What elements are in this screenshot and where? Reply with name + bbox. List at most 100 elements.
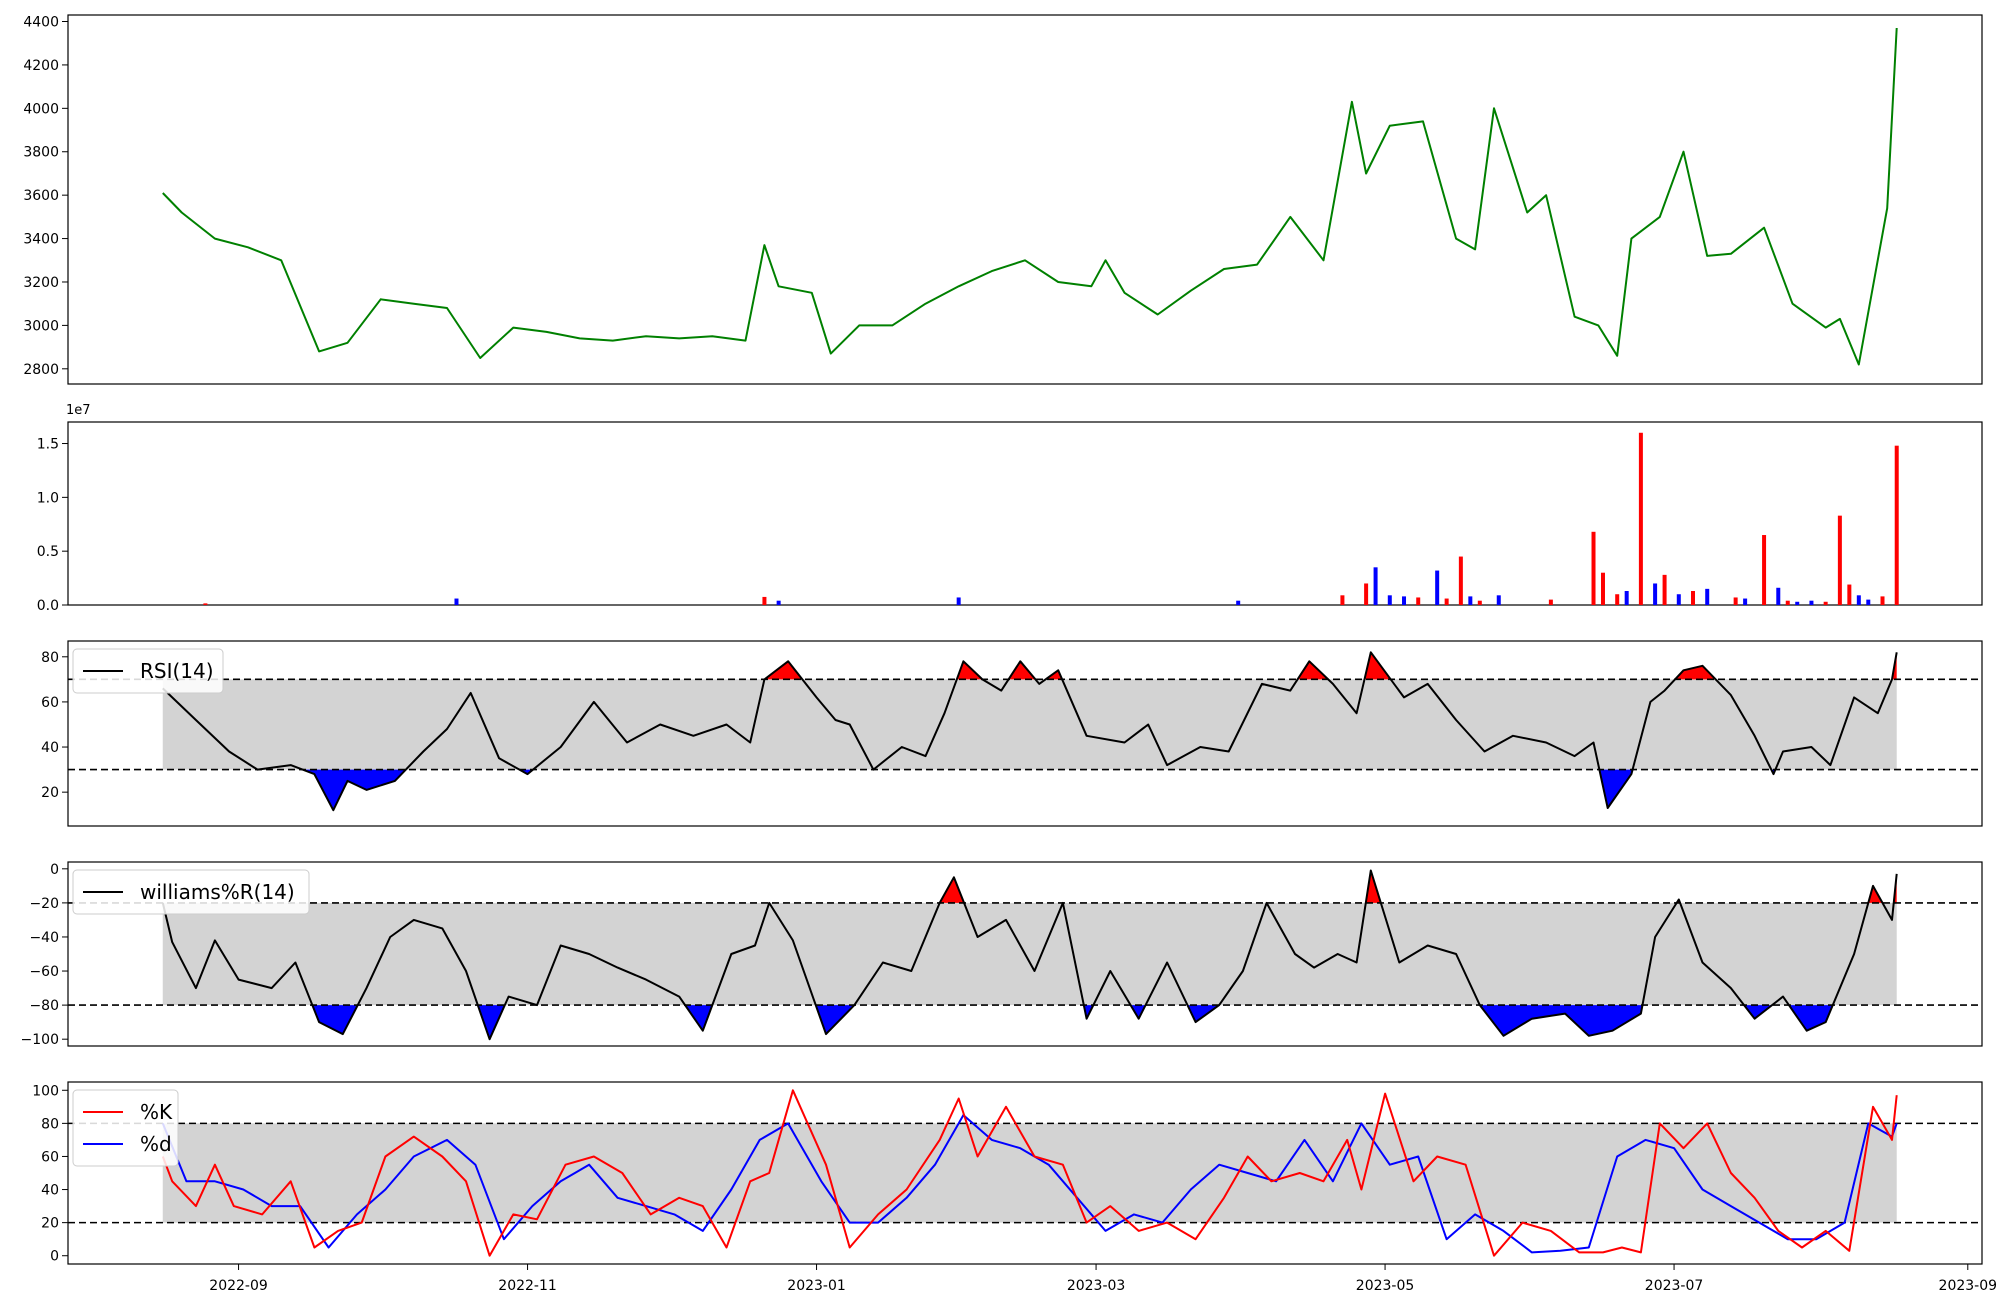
volume-bar <box>1866 599 1871 605</box>
x-tick-label: 2022-11 <box>498 1278 557 1294</box>
volume-bar <box>1676 594 1681 605</box>
y-tick-label: 3200 <box>23 275 59 291</box>
y-tick-label: 20 <box>41 785 59 801</box>
volume-bar <box>1496 595 1501 605</box>
y-tick-label: 0.0 <box>37 598 59 614</box>
legend-label: RSI(14) <box>140 659 214 683</box>
x-tick-label: 2023-09 <box>1939 1278 1998 1294</box>
price-plot-frame <box>67 14 1983 385</box>
volume-bar <box>203 603 208 605</box>
williams-oversold-fill <box>1187 1005 1220 1023</box>
x-tick-label: 2023-05 <box>1356 1278 1415 1294</box>
legend: RSI(14) <box>72 648 224 694</box>
rsi-line <box>162 651 1898 812</box>
y-tick-label: −80 <box>29 998 59 1014</box>
y-tick-label: −20 <box>29 896 59 912</box>
x-tick-label: 2023-03 <box>1067 1278 1126 1294</box>
x-tick-label: 2023-01 <box>787 1278 846 1294</box>
y-tick-label: 0 <box>50 1249 59 1265</box>
legend-label: %K <box>140 1100 173 1124</box>
y-tick-label: 3400 <box>23 232 59 248</box>
volume-bar <box>1847 584 1852 605</box>
williams-overbought-fill <box>939 877 965 903</box>
volume-bar <box>1762 535 1767 605</box>
volume-offset-label: 1e7 <box>66 403 91 418</box>
x-tick-label: 2022-09 <box>209 1278 268 1294</box>
stochastic-band <box>162 1123 1897 1223</box>
volume-bar <box>1468 596 1473 605</box>
rsi-oversold-fill <box>302 769 406 811</box>
y-tick-label: 3000 <box>23 318 59 334</box>
williams-oversold-fill <box>1479 1005 1643 1036</box>
y-tick-label: −40 <box>29 930 59 946</box>
volume-bar <box>1705 588 1710 605</box>
y-tick-label: 80 <box>41 650 59 666</box>
williams-oversold-fill <box>815 1005 855 1035</box>
volume-bar <box>1364 583 1369 605</box>
volume-bar <box>1823 601 1828 605</box>
y-tick-label: 0.5 <box>37 544 59 560</box>
y-tick-label: 3800 <box>23 145 59 161</box>
volume-bar <box>1638 432 1643 605</box>
williams-oversold-fill <box>477 1005 505 1040</box>
volume-bar <box>1548 599 1553 605</box>
williams-oversold-fill <box>685 1005 713 1031</box>
williams-line <box>161 869 1898 1041</box>
legend-label: williams%R(14) <box>140 880 295 904</box>
y-tick-label: 4400 <box>23 15 59 31</box>
volume-bar <box>762 596 767 605</box>
rsi-overbought-fill <box>956 661 983 680</box>
legend-label: %d <box>140 1132 172 1156</box>
volume-bar <box>1776 587 1781 605</box>
volume-bar <box>1662 574 1667 605</box>
volume-bar <box>956 597 961 605</box>
volume-bar <box>1340 595 1345 605</box>
y-tick-label: 100 <box>32 1083 59 1099</box>
rsi-plot-frame <box>67 640 1983 827</box>
legend-box <box>72 1089 179 1167</box>
volume-bar <box>1615 594 1620 605</box>
legend: williams%R(14) <box>72 869 310 915</box>
y-tick-label: 20 <box>41 1216 59 1232</box>
y-tick-label: −100 <box>21 1032 59 1048</box>
rsi-overbought-fill <box>1297 661 1329 680</box>
y-tick-label: 1.5 <box>37 437 59 453</box>
rsi-overbought-fill <box>764 661 803 680</box>
legend: %K %d <box>72 1089 179 1167</box>
volume-bar <box>1809 600 1814 605</box>
y-tick-label: 40 <box>41 740 59 756</box>
volume-bar <box>1837 515 1842 605</box>
volume-bar <box>1856 595 1861 605</box>
volume-bar <box>1894 445 1899 605</box>
volume-bar <box>1444 598 1449 605</box>
stochastic-k-line <box>161 1089 1898 1257</box>
volume-bar <box>454 598 459 605</box>
y-tick-label: 3600 <box>23 188 59 204</box>
x-tick-label: 2023-07 <box>1645 1278 1704 1294</box>
y-tick-label: 80 <box>41 1116 59 1132</box>
volume-bar <box>1785 600 1790 605</box>
stochastic-plot-frame <box>67 1081 1983 1265</box>
williams-band <box>162 902 1897 1006</box>
volume-bar <box>1458 556 1463 605</box>
rsi-overbought-fill <box>1364 652 1391 680</box>
volume-bar <box>1402 596 1407 605</box>
volume-bar <box>1743 598 1748 605</box>
williams-oversold-fill <box>1788 1005 1833 1031</box>
rsi-overbought-fill <box>1008 661 1036 680</box>
rsi-band <box>162 679 1897 770</box>
y-tick-label: 60 <box>41 695 59 711</box>
stochastic-d-line <box>161 1114 1898 1254</box>
volume-bar <box>1236 600 1241 605</box>
volume-plot-frame <box>67 421 1983 606</box>
y-tick-label: 1.0 <box>37 490 59 506</box>
williams-oversold-fill <box>1744 1005 1773 1019</box>
volume-bar <box>1477 600 1482 605</box>
y-tick-label: 4200 <box>23 58 59 74</box>
volume-bar <box>776 600 781 605</box>
y-tick-label: 40 <box>41 1183 59 1199</box>
williams-oversold-fill <box>1130 1005 1146 1019</box>
volume-bar <box>1733 597 1738 605</box>
legend-box <box>72 648 224 694</box>
